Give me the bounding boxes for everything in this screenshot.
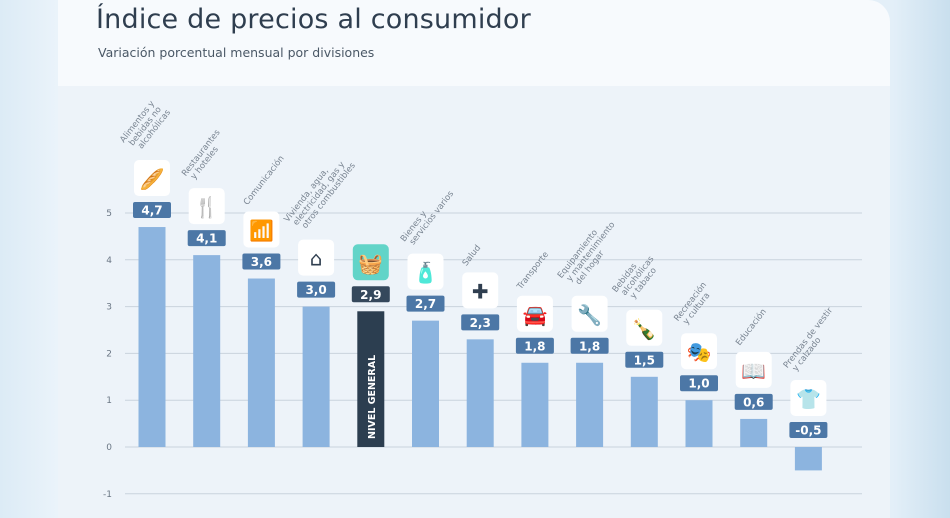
icon-tile <box>790 380 827 416</box>
category-label: Vivienda, agua,electricidad, gas yotros … <box>282 149 358 235</box>
theater-masks-icon: 🎭 <box>687 340 712 364</box>
value-label: 1,8 <box>579 339 600 353</box>
value-label: 2,9 <box>360 288 381 302</box>
category-label: Restaurantesy hoteles <box>180 128 230 184</box>
category-label-line: Transporte <box>515 250 551 293</box>
value-label: 1,5 <box>634 353 655 367</box>
category-label: Comunicación <box>241 153 287 207</box>
wifi-icon: 📶 <box>249 219 274 243</box>
value-badge <box>133 202 171 219</box>
category-label-line: Comunicación <box>241 153 287 207</box>
value-badge <box>297 281 336 298</box>
icon-tile <box>188 188 225 225</box>
y-tick-label: 0 <box>106 443 112 453</box>
bar <box>466 339 494 447</box>
value-label: 4,7 <box>141 204 162 218</box>
category-label: NIVEL GENERAL <box>367 355 378 439</box>
value-badge <box>734 393 773 410</box>
y-tick-label: 5 <box>106 209 112 219</box>
house-utilities-icon: ⌂ <box>310 247 323 271</box>
value-label: 4,1 <box>196 232 217 246</box>
bar <box>193 255 221 447</box>
category-label: Salud <box>461 243 484 268</box>
value-badge <box>515 337 554 354</box>
bar <box>576 362 604 447</box>
category-label: Equipamientoy mantenimientodel hogar <box>556 215 625 292</box>
category-label: Bienes yservicios varios <box>399 183 457 249</box>
icon-tile <box>134 160 170 197</box>
page-subtitle: Variación porcentual mensual por divisio… <box>98 45 375 60</box>
value-badge <box>406 295 445 312</box>
category-label: Prendas de vestiry calzado <box>782 306 843 376</box>
value-badge <box>461 314 500 331</box>
bar <box>685 400 713 447</box>
value-label: -0,5 <box>795 424 821 438</box>
bottle-glass-icon: 🍾 <box>632 317 657 341</box>
y-tick-label: 2 <box>106 349 112 359</box>
bar <box>740 418 768 447</box>
value-badge <box>680 375 718 392</box>
bar <box>302 306 330 447</box>
health-cross-icon: ✚ <box>472 279 489 303</box>
personal-care-icon: 🧴 <box>413 261 438 285</box>
value-label: 2,3 <box>470 316 491 330</box>
icon-tile <box>681 333 717 370</box>
value-badge <box>789 422 828 438</box>
tools-icon: 🔧 <box>577 303 602 327</box>
icon-tile <box>298 239 335 276</box>
icon-tile <box>243 211 280 248</box>
shopping-basket-icon: 🧺 <box>358 251 383 275</box>
bar <box>247 278 275 447</box>
category-label-line: Educación <box>733 307 769 348</box>
value-badge <box>242 253 281 270</box>
y-tick-label: 4 <box>106 256 112 266</box>
restaurant-hotel-icon: 🍴 <box>194 195 219 219</box>
value-badge <box>625 351 664 368</box>
icon-tile <box>462 272 499 309</box>
category-label: Alimentos ybebidas noalcohólicas <box>118 96 173 156</box>
icon-tile <box>626 309 663 346</box>
y-tick-label: -1 <box>103 490 112 500</box>
bar <box>630 376 658 447</box>
y-tick-label: 1 <box>106 396 112 406</box>
value-label: 0,6 <box>743 395 764 409</box>
category-label-line: Salud <box>461 243 484 268</box>
food-basket-icon: 🥖 <box>140 167 165 191</box>
icon-tile <box>516 295 553 332</box>
icon-tile <box>352 244 389 281</box>
tshirt-icon: 👕 <box>796 387 821 411</box>
category-label: Transporte <box>515 250 551 293</box>
icon-tile <box>735 351 772 388</box>
bar <box>794 447 822 471</box>
value-badge <box>187 230 226 247</box>
icon-tile <box>571 295 608 332</box>
value-label: 3,6 <box>251 255 272 269</box>
value-label: 1,8 <box>524 339 545 353</box>
book-icon: 📖 <box>741 359 766 383</box>
y-tick-label: 3 <box>106 303 112 313</box>
value-label: 1,0 <box>688 377 709 391</box>
car-icon: 🚘 <box>522 303 547 327</box>
value-label: 2,7 <box>415 297 436 311</box>
page-title: Índice de precios al consumidor <box>96 4 531 35</box>
value-label: 3,0 <box>305 283 326 297</box>
category-label: Bebidasalcohólicasy tabaco <box>611 249 664 306</box>
value-badge <box>570 337 609 354</box>
value-badge <box>351 286 390 303</box>
icon-tile <box>407 253 444 290</box>
category-label: Educación <box>733 307 769 348</box>
bar <box>521 362 549 447</box>
bar <box>357 311 385 447</box>
bar <box>412 320 439 447</box>
category-label: Recreacióny cultura <box>672 280 717 329</box>
bar <box>138 227 166 447</box>
